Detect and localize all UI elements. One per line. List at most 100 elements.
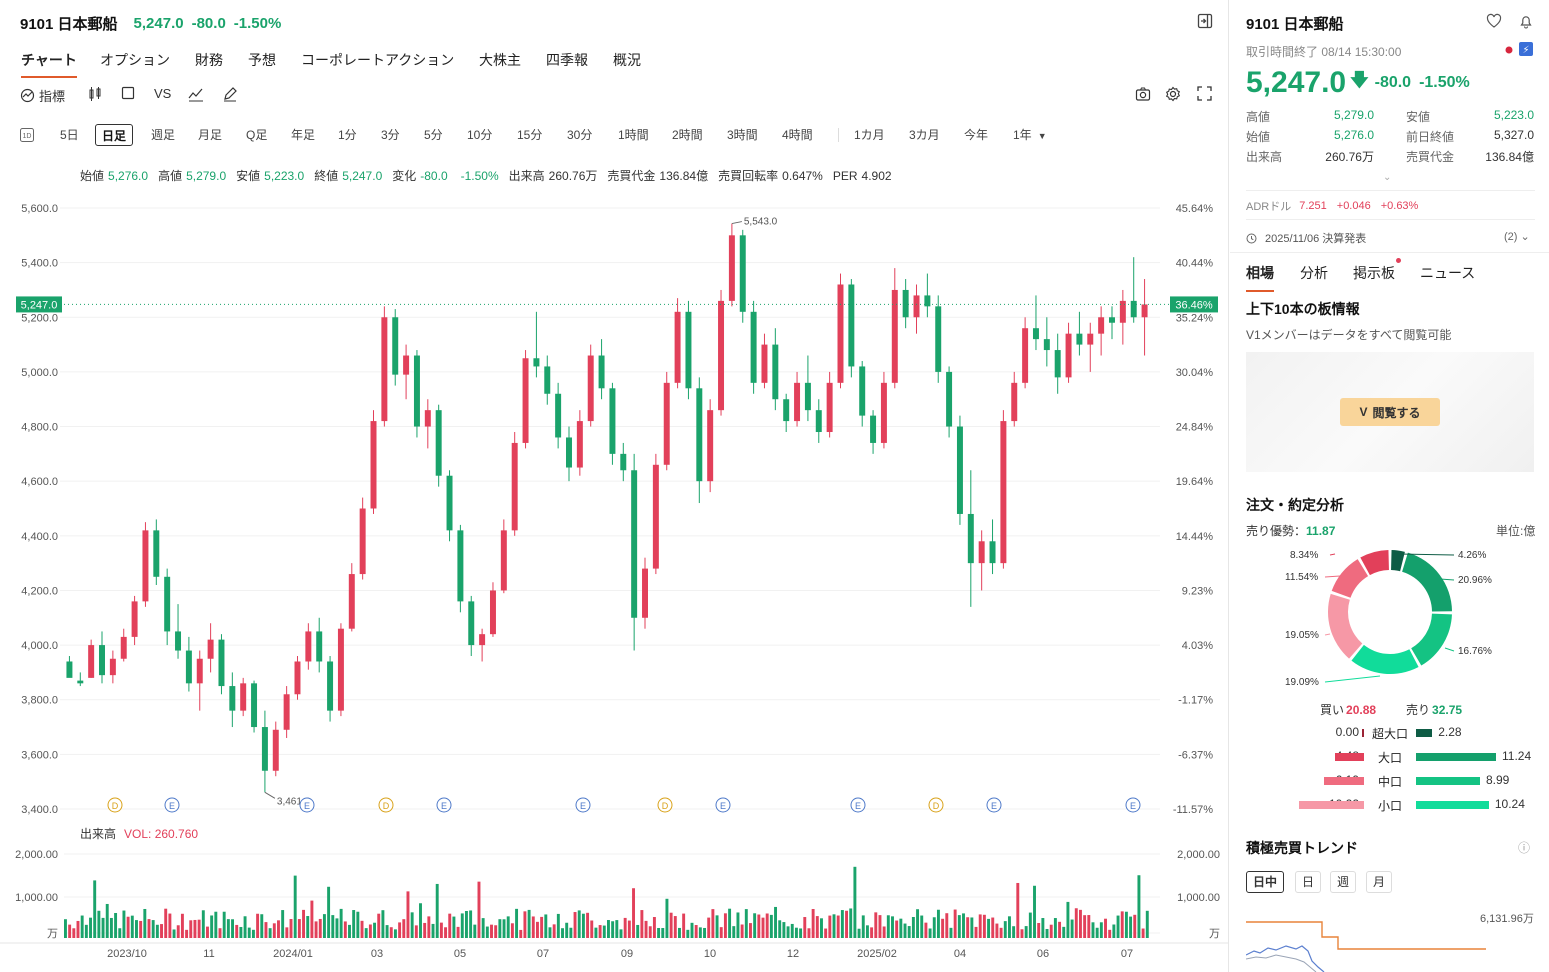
- chart-pane: 9101 日本郵船 5,247.0 -80.0 -1.50% チャート オプショ…: [0, 0, 1229, 972]
- event-marker: D: [657, 797, 673, 813]
- period-1hour[interactable]: 1時間: [618, 128, 649, 142]
- period-3month[interactable]: 3カ月: [909, 128, 940, 142]
- info-icon[interactable]: ⓘ: [1518, 841, 1531, 855]
- period-1year[interactable]: 1年 ▼: [1013, 128, 1047, 142]
- period-1min[interactable]: 1分: [338, 128, 357, 142]
- candle-body: [718, 300, 725, 411]
- period-10min[interactable]: 10分: [467, 128, 493, 142]
- candle: [587, 344, 594, 427]
- candle: [620, 442, 627, 482]
- candle: [598, 339, 605, 400]
- period-5min[interactable]: 5分: [424, 128, 443, 142]
- period-3min[interactable]: 3分: [381, 128, 400, 142]
- board-note: V1メンバーはデータをすべて閲覧可能: [1246, 328, 1452, 342]
- period-weekly[interactable]: 週足: [151, 128, 176, 142]
- volume-bar: [1041, 918, 1045, 938]
- collapse-panel-icon[interactable]: [1197, 13, 1213, 29]
- candle-body: [891, 289, 898, 383]
- clock-icon: [1246, 233, 1257, 243]
- volume-bar: [373, 922, 377, 938]
- volume-bar: [523, 911, 527, 938]
- fullscreen-icon[interactable]: [1197, 86, 1212, 104]
- favorite-heart-icon[interactable]: [1486, 13, 1502, 32]
- period-4hour[interactable]: 4時間: [782, 128, 813, 142]
- volume-bar: [840, 910, 844, 938]
- candle: [783, 393, 790, 433]
- alert-bell-icon[interactable]: [1518, 13, 1534, 32]
- y-pct-tick-label: -6.37%: [1178, 749, 1213, 761]
- period-30min[interactable]: 30分: [567, 128, 593, 142]
- candle-body: [1076, 333, 1083, 345]
- volume-bar: [936, 909, 940, 938]
- camera-icon[interactable]: [1135, 86, 1151, 105]
- drawing-icon[interactable]: [188, 86, 204, 105]
- tab-forecast[interactable]: 予想: [248, 52, 276, 68]
- volume-bar: [385, 925, 389, 938]
- period-monthly[interactable]: 月足: [198, 128, 223, 142]
- volume-chart[interactable]: 2,000.00 2,000.00 1,000.00 1,000.00 万 万 2023/1…: [0, 840, 1228, 972]
- volume-bar: [1124, 911, 1128, 938]
- candle-body: [327, 661, 334, 711]
- volume-bar: [707, 917, 711, 938]
- period-daily[interactable]: 日足: [95, 124, 134, 146]
- volume-bar: [1108, 929, 1112, 938]
- period-5d[interactable]: 5日: [60, 128, 79, 142]
- settings-icon[interactable]: [1165, 86, 1181, 105]
- candle: [66, 656, 73, 678]
- volume-bar: [1104, 918, 1107, 938]
- candle: [1076, 311, 1083, 356]
- candle: [967, 470, 974, 607]
- expand-chevron-icon[interactable]: ⌄: [1383, 172, 1392, 183]
- volume-bar: [703, 927, 706, 938]
- indicators-button[interactable]: 指標: [20, 86, 65, 105]
- pen-icon[interactable]: [222, 86, 238, 105]
- candle: [880, 371, 887, 449]
- period-3hour[interactable]: 3時間: [727, 128, 758, 142]
- volume-bar: [352, 910, 356, 938]
- period-15min[interactable]: 15分: [517, 128, 543, 142]
- volume-tick-label: 2,000.00: [15, 849, 58, 861]
- price-chart[interactable]: 5,600.0 45.64% 5,400.0 40.44% 5,200.0 35.24% 5…: [0, 190, 1228, 820]
- trend-tab-month[interactable]: 月: [1366, 871, 1393, 893]
- tab-news[interactable]: ニュース: [1420, 265, 1476, 281]
- tab-corporate-actions[interactable]: コーポレートアクション: [301, 52, 455, 68]
- view-button[interactable]: V 閲覧する: [1340, 398, 1440, 426]
- tab-analysis[interactable]: 分析: [1300, 265, 1328, 281]
- tab-options[interactable]: オプション: [100, 52, 170, 68]
- candle-body: [142, 530, 149, 602]
- tab-financials[interactable]: 財務: [195, 52, 223, 68]
- period-quarterly[interactable]: Q足: [246, 128, 268, 142]
- tab-shikiho[interactable]: 四季報: [546, 52, 588, 68]
- tab-market[interactable]: 相場: [1246, 265, 1274, 292]
- tab-major-shareholders[interactable]: 大株主: [479, 52, 521, 68]
- candle-type-icon[interactable]: [87, 86, 103, 105]
- tab-board[interactable]: 掲示板: [1353, 265, 1395, 281]
- volume-bar: [1145, 910, 1149, 938]
- earnings-count[interactable]: (2) ⌄: [1504, 231, 1530, 243]
- candle-body: [533, 358, 540, 367]
- candle-body: [251, 683, 258, 728]
- single-day-icon[interactable]: 1D: [19, 127, 35, 143]
- trend-tab-intraday[interactable]: 日中: [1246, 871, 1285, 893]
- period-ytd[interactable]: 今年: [964, 128, 989, 142]
- tab-overview[interactable]: 概況: [613, 52, 641, 68]
- trend-tab-week[interactable]: 週: [1330, 871, 1357, 893]
- board-locked-area: V 閲覧する: [1246, 352, 1534, 472]
- candle-body: [479, 634, 486, 646]
- stat-turnover-label: 売買代金: [1406, 150, 1455, 164]
- trend-tab-day[interactable]: 日: [1295, 871, 1322, 893]
- period-yearly[interactable]: 年足: [291, 128, 316, 142]
- y-tick-label: 5,400.0: [21, 258, 58, 270]
- candle-body: [175, 631, 182, 651]
- compare-button[interactable]: VS: [154, 86, 172, 101]
- box-icon[interactable]: [121, 86, 135, 103]
- candle: [1087, 322, 1094, 372]
- candle-body: [1130, 300, 1137, 318]
- candle: [794, 371, 801, 427]
- period-1month[interactable]: 1カ月: [854, 128, 885, 142]
- period-2hour[interactable]: 2時間: [672, 128, 703, 142]
- candle: [739, 229, 746, 323]
- candle-body: [1043, 339, 1050, 351]
- earnings-row[interactable]: 2025/11/06 決算発表: [1246, 230, 1366, 246]
- tab-chart[interactable]: チャート: [21, 52, 77, 78]
